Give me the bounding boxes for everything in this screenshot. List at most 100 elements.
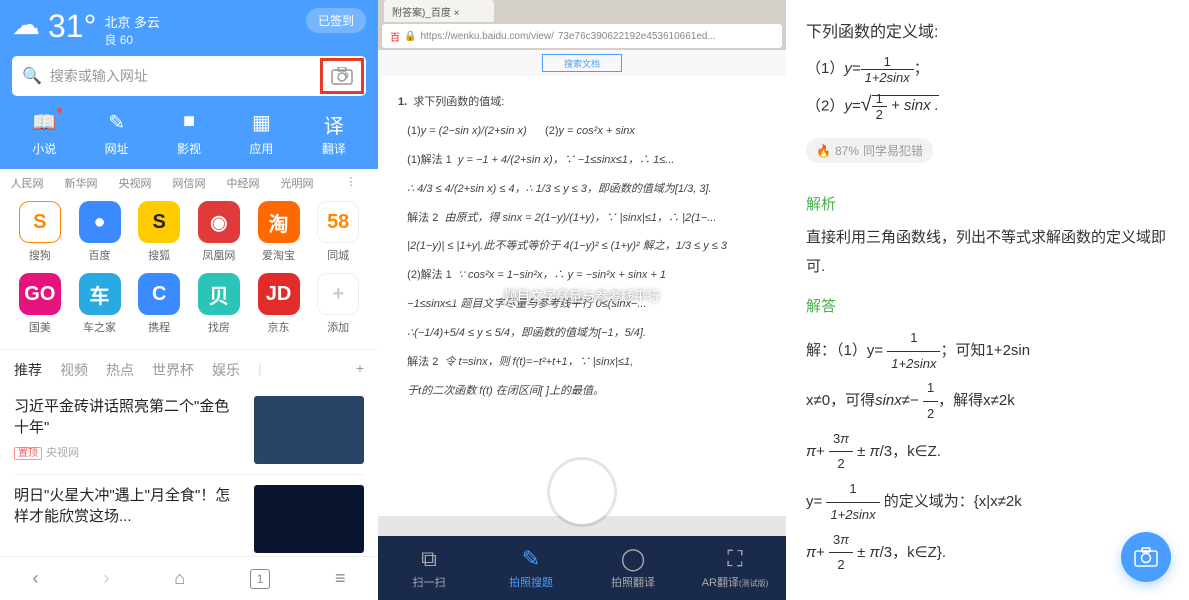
- app-label: 京东: [249, 319, 309, 335]
- q2-prefix: （2）: [806, 97, 844, 114]
- camera-mode-扫一扫[interactable]: ⧉扫一扫: [378, 546, 480, 590]
- method4-line2: 于t的二次函数 f(t) 在闭区间[ ]上的最值。: [407, 385, 604, 397]
- add-tab[interactable]: +: [356, 360, 364, 380]
- tab-世界杯[interactable]: 世界杯: [152, 360, 194, 380]
- app-label: 百度: [70, 247, 130, 263]
- news-item[interactable]: 明日"火星大冲"遇上"月全食"！怎样才能欣赏这场...: [14, 475, 364, 564]
- app-国美[interactable]: GO国美: [10, 273, 70, 335]
- news-meta: 置顶央视网: [14, 444, 244, 460]
- search-placeholder: 搜索或输入网址: [50, 66, 340, 86]
- camera-fab[interactable]: [1121, 532, 1171, 582]
- forward-button[interactable]: ›: [103, 568, 109, 589]
- app-同城[interactable]: 58同城: [308, 201, 368, 263]
- menu-button[interactable]: ≡: [335, 568, 346, 589]
- weather-widget[interactable]: ☁ 31° 北京 多云 良 60 已签到: [12, 8, 366, 48]
- camera-mode-拍照翻译[interactable]: ◯拍照翻译: [582, 546, 684, 590]
- content-tabs: 推荐视频热点世界杯娱乐|+: [0, 349, 378, 386]
- site-link[interactable]: 中经网: [216, 175, 270, 191]
- app-百度[interactable]: ●百度: [70, 201, 130, 263]
- nav-icon: 📖: [8, 110, 80, 136]
- wenku-searchbar: 搜索文档: [378, 50, 786, 76]
- nav-label: 网址: [105, 142, 129, 156]
- camera-button-highlighted[interactable]: [320, 58, 364, 94]
- mistake-badge[interactable]: 🔥 87%同学易犯错: [806, 138, 933, 163]
- app-icon: 车: [79, 273, 121, 315]
- nav-item-影视[interactable]: ■影视: [153, 110, 225, 157]
- mode-label: 拍照搜题: [509, 577, 553, 589]
- site-link[interactable]: 新华网: [54, 175, 108, 191]
- home-button[interactable]: ⌂: [174, 568, 185, 589]
- nav-icon: ■: [153, 110, 225, 136]
- app-icon: S: [138, 201, 180, 243]
- app-找房[interactable]: 贝找房: [189, 273, 249, 335]
- tab-热点[interactable]: 热点: [106, 360, 134, 380]
- app-icon: 贝: [198, 273, 240, 315]
- app-搜狐[interactable]: S搜狐: [129, 201, 189, 263]
- app-label: 添加: [308, 319, 368, 335]
- question-2: （2）y=√12 + sinx .: [806, 91, 1169, 122]
- sites-more[interactable]: ⋮: [324, 175, 378, 191]
- camera-mode-AR翻译[interactable]: ⛶AR翻译(测试版): [684, 546, 786, 590]
- baidu-icon: 百: [390, 29, 400, 44]
- lock-icon: 🔒: [404, 31, 416, 42]
- nav-item-小说[interactable]: 📖小说: [8, 110, 80, 157]
- app-携程[interactable]: C携程: [129, 273, 189, 335]
- app-grid: S搜狗●百度S搜狐◉ 凤凰网淘爱淘宝58同城 GO国美车车之家C携程贝找房JD京东+…: [0, 197, 378, 349]
- mode-icon: ◯: [582, 546, 684, 572]
- nav-icon: ▦: [225, 110, 297, 136]
- nav-item-网址[interactable]: ✎网址: [80, 110, 152, 157]
- app-京东[interactable]: JD京东: [249, 273, 309, 335]
- app-爱淘宝[interactable]: 淘爱淘宝: [249, 201, 309, 263]
- news-image: [254, 396, 364, 464]
- app-label: 凤凰网: [189, 247, 249, 263]
- site-link[interactable]: 央视网: [108, 175, 162, 191]
- browser-tab: 附答案)_百度 ×: [384, 0, 494, 22]
- q2-var: y=: [844, 97, 860, 114]
- search-bar[interactable]: 🔍 搜索或输入网址 ◑: [12, 56, 366, 96]
- browser-home-panel: ☁ 31° 北京 多云 良 60 已签到 🔍 搜索或输入网址 ◑ 📖小说✎网址■…: [0, 0, 378, 600]
- tab-娱乐[interactable]: 娱乐: [212, 360, 240, 380]
- mode-icon: ⛶: [684, 546, 786, 572]
- news-item[interactable]: 习近平金砖讲话照亮第二个"金色十年"置顶央视网: [14, 386, 364, 475]
- bottom-toolbar: ‹ › ⌂ 1 ≡: [0, 556, 378, 600]
- site-link[interactable]: 光明网: [270, 175, 324, 191]
- app-车之家[interactable]: 车车之家: [70, 273, 130, 335]
- tab-视频[interactable]: 视频: [60, 360, 88, 380]
- app-添加[interactable]: +添加: [308, 273, 368, 335]
- fire-icon: 🔥: [816, 144, 831, 158]
- captured-document: 1. 求下列函数的值域: (1)y = (2−sin x)/(2+sin x) …: [378, 76, 786, 516]
- answer-line: 解：（1）y= 11+2sinx；可知1+2sin: [806, 326, 1169, 376]
- q2-rest: + sinx .: [887, 97, 939, 114]
- app-icon: S: [19, 201, 61, 243]
- nav-item-翻译[interactable]: 译翻译: [298, 110, 370, 157]
- aqi-label: 良: [104, 33, 116, 47]
- shutter-button[interactable]: [550, 460, 614, 524]
- back-button[interactable]: ‹: [32, 568, 38, 589]
- eq2: y = cos²x + sinx: [559, 125, 635, 137]
- camera-mode-tabs: ⧉扫一扫✎拍照搜题◯拍照翻译⛶AR翻译(测试版): [378, 536, 786, 600]
- nav-icon: 译: [298, 110, 370, 136]
- tab-推荐[interactable]: 推荐: [14, 360, 42, 380]
- aqi-value: 60: [120, 33, 133, 47]
- tabs-button[interactable]: 1: [250, 569, 270, 589]
- q1-prefix: （1）: [806, 60, 844, 77]
- app-凤凰网[interactable]: ◉ 凤凰网: [189, 201, 249, 263]
- camera-mode-拍照搜题[interactable]: ✎拍照搜题: [480, 546, 582, 590]
- method3-text: ∵ cos²x = 1−sin²x，∴ y = −sin²x + sinx + …: [458, 269, 666, 281]
- app-icon: ◉: [198, 201, 240, 243]
- temperature: 31°: [48, 8, 96, 45]
- app-icon: 淘: [258, 201, 300, 243]
- app-label: 车之家: [70, 319, 130, 335]
- site-links-row: 人民网新华网央视网网信网中经网光明网⋮: [0, 169, 378, 197]
- app-搜狗[interactable]: S搜狗: [10, 201, 70, 263]
- signin-badge[interactable]: 已签到: [306, 8, 366, 33]
- camera-icon: [1134, 547, 1158, 567]
- news-feed: 习近平金砖讲话照亮第二个"金色十年"置顶央视网明日"火星大冲"遇上"月全食"！怎…: [0, 386, 378, 564]
- eq2-label: (2): [545, 125, 558, 137]
- site-link[interactable]: 网信网: [162, 175, 216, 191]
- site-link[interactable]: 人民网: [0, 175, 54, 191]
- nav-item-应用[interactable]: ▦应用: [225, 110, 297, 157]
- question-text: 求下列函数的值域:: [413, 96, 504, 108]
- method2-text: 由原式，得 sinx = 2(1−y)/(1+y)，∵ |sinx|≤1，∴ |…: [444, 212, 716, 224]
- question-number: 1.: [398, 96, 407, 108]
